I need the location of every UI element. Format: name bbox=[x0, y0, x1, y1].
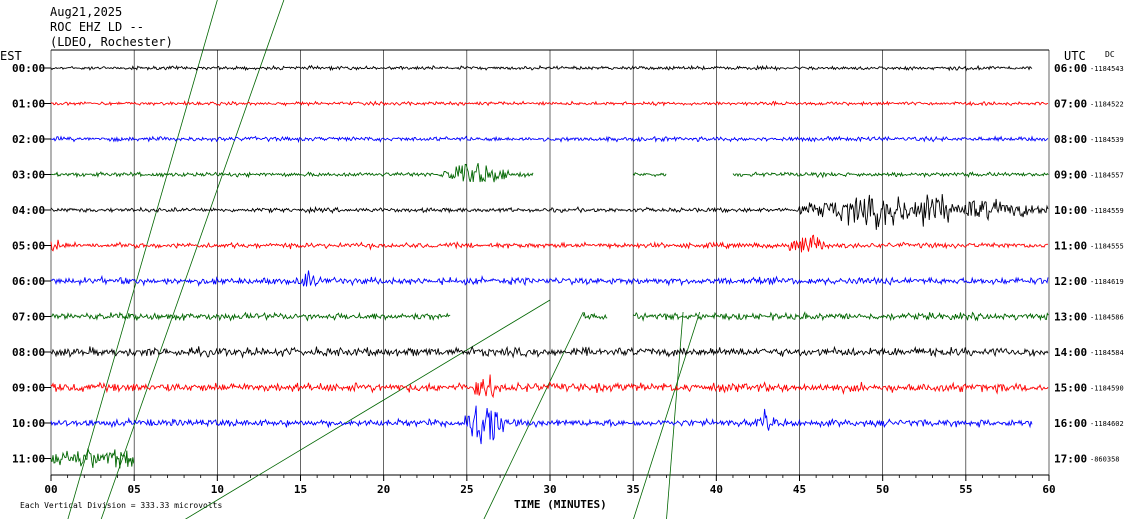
row-dc-offset: -1184555 bbox=[1090, 243, 1124, 251]
row-label-utc: 15:00 bbox=[1054, 382, 1087, 395]
row-dc-offset: -1184559 bbox=[1090, 207, 1124, 215]
row-label-local: 10:00 bbox=[12, 417, 45, 430]
overlay-line bbox=[184, 299, 551, 519]
row-label-utc: 11:00 bbox=[1054, 240, 1087, 253]
row-label-local: 04:00 bbox=[12, 204, 45, 217]
row-label-local: 03:00 bbox=[12, 169, 45, 182]
seismogram-trace bbox=[50, 345, 1049, 359]
overlay-line bbox=[67, 0, 218, 519]
row-label-utc: 16:00 bbox=[1054, 417, 1087, 430]
row-dc-offset: -1184557 bbox=[1090, 172, 1124, 180]
row-dc-offset: -1184619 bbox=[1090, 278, 1124, 286]
row-label-utc: 14:00 bbox=[1054, 346, 1087, 359]
seismogram-trace bbox=[50, 405, 1033, 445]
row-label-local: 06:00 bbox=[12, 275, 45, 288]
row-dc-offset: -1184590 bbox=[1090, 385, 1124, 393]
row-label-local: 05:00 bbox=[12, 240, 45, 253]
seismogram-trace bbox=[732, 171, 1049, 179]
row-label-local: 01:00 bbox=[12, 98, 45, 111]
row-dc-offset: -1184539 bbox=[1090, 136, 1124, 144]
row-label-utc: 10:00 bbox=[1054, 204, 1087, 217]
scale-note: Each Vertical Division = 333.33 microvol… bbox=[20, 501, 222, 510]
x-axis-label: TIME (MINUTES) bbox=[514, 498, 607, 511]
row-dc-offset: -1184522 bbox=[1090, 101, 1124, 109]
x-tick-label: 25 bbox=[460, 483, 473, 496]
row-label-local: 11:00 bbox=[12, 453, 45, 466]
seismogram-trace bbox=[50, 374, 1049, 399]
overlay-line bbox=[666, 311, 684, 519]
seismogram-trace bbox=[632, 172, 667, 178]
overlay-line bbox=[483, 311, 584, 519]
overlay-line bbox=[633, 311, 701, 519]
seismogram-trace bbox=[50, 234, 1049, 253]
row-dc-offset: -1184584 bbox=[1090, 349, 1124, 357]
x-tick-label: 35 bbox=[627, 483, 640, 496]
seismogram-trace bbox=[50, 64, 1033, 72]
header-location: (LDEO, Rochester) bbox=[50, 35, 173, 49]
seismogram-trace bbox=[50, 311, 451, 322]
dc-label: DC bbox=[1105, 50, 1115, 59]
row-label-local: 07:00 bbox=[12, 311, 45, 324]
row-label-utc: 06:00 bbox=[1054, 62, 1087, 75]
row-dc-offset: -1184586 bbox=[1090, 314, 1124, 322]
row-label-utc: 09:00 bbox=[1054, 169, 1087, 182]
x-tick-label: 05 bbox=[128, 483, 141, 496]
seismogram-trace bbox=[632, 311, 1049, 322]
seismogram-trace bbox=[50, 448, 135, 469]
x-tick-label: 20 bbox=[377, 483, 390, 496]
row-dc-offset: -1184602 bbox=[1090, 420, 1124, 428]
x-tick-label: 55 bbox=[959, 483, 972, 496]
seismogram-trace bbox=[50, 135, 1049, 144]
seismogram-trace bbox=[582, 312, 608, 321]
seismogram-trace bbox=[50, 270, 1049, 287]
row-label-utc: 08:00 bbox=[1054, 133, 1087, 146]
seismogram-trace bbox=[50, 194, 1049, 230]
seismogram-trace bbox=[50, 100, 1049, 107]
row-label-local: 00:00 bbox=[12, 62, 45, 75]
x-tick-label: 15 bbox=[294, 483, 307, 496]
right-zone-label: UTC bbox=[1064, 49, 1086, 63]
row-dc-offset: -1184543 bbox=[1090, 65, 1124, 73]
overlay-line bbox=[100, 0, 285, 519]
seismogram-trace bbox=[50, 163, 534, 183]
x-tick-label: 30 bbox=[543, 483, 556, 496]
row-label-utc: 13:00 bbox=[1054, 311, 1087, 324]
row-label-utc: 07:00 bbox=[1054, 98, 1087, 111]
row-label-utc: 12:00 bbox=[1054, 275, 1087, 288]
header-date: Aug21,2025 bbox=[50, 5, 122, 19]
x-tick-label: 10 bbox=[211, 483, 224, 496]
row-label-local: 09:00 bbox=[12, 382, 45, 395]
x-tick-label: 40 bbox=[710, 483, 723, 496]
x-tick-label: 45 bbox=[793, 483, 806, 496]
row-dc-offset: -860358 bbox=[1090, 456, 1120, 464]
left-zone-label: EST bbox=[0, 49, 22, 63]
x-tick-label: 00 bbox=[44, 483, 57, 496]
row-label-local: 02:00 bbox=[12, 133, 45, 146]
row-label-local: 08:00 bbox=[12, 346, 45, 359]
header-station: ROC EHZ LD -- bbox=[50, 20, 144, 34]
x-tick-label: 50 bbox=[876, 483, 889, 496]
x-tick-label: 60 bbox=[1042, 483, 1055, 496]
row-label-utc: 17:00 bbox=[1054, 453, 1087, 466]
